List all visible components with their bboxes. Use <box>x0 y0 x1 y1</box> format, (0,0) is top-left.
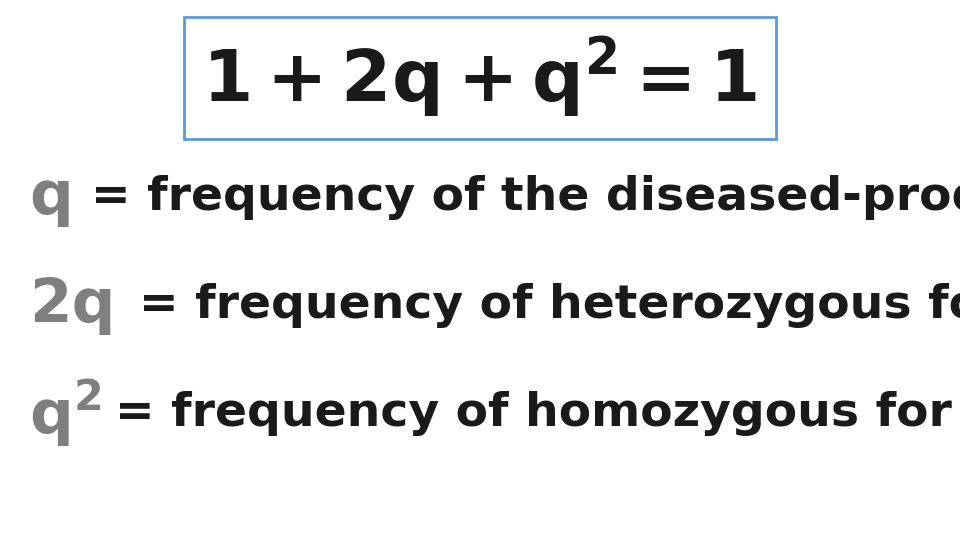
Text: q: q <box>29 167 73 227</box>
Text: $\mathbf{q^2}$: $\mathbf{q^2}$ <box>29 377 101 449</box>
Text: 2q: 2q <box>29 275 115 335</box>
Text: = frequency of the diseased-producing allele: = frequency of the diseased-producing al… <box>91 174 960 220</box>
Text: = frequency of heterozygous for diseased allele: = frequency of heterozygous for diseased… <box>139 282 960 328</box>
Text: $\mathbf{1 + 2q + q^2 = 1}$: $\mathbf{1 + 2q + q^2 = 1}$ <box>203 35 757 122</box>
Text: = frequency of homozygous for diseased allele: = frequency of homozygous for diseased a… <box>115 390 960 436</box>
